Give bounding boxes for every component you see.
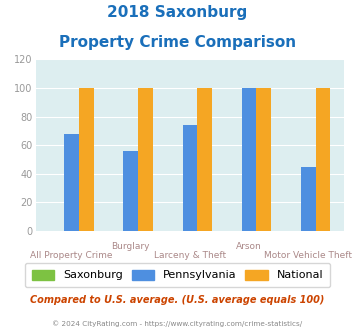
Legend: Saxonburg, Pennsylvania, National: Saxonburg, Pennsylvania, National: [25, 263, 330, 287]
Text: Larceny & Theft: Larceny & Theft: [154, 251, 226, 260]
Text: Motor Vehicle Theft: Motor Vehicle Theft: [264, 251, 352, 260]
Bar: [182, 125, 197, 231]
Text: Compared to U.S. average. (U.S. average equals 100): Compared to U.S. average. (U.S. average …: [30, 295, 325, 305]
Bar: [316, 88, 330, 231]
Bar: [124, 151, 138, 231]
Bar: [138, 88, 153, 231]
Text: All Property Crime: All Property Crime: [31, 251, 113, 260]
Text: Property Crime Comparison: Property Crime Comparison: [59, 35, 296, 50]
Bar: [301, 167, 316, 231]
Text: © 2024 CityRating.com - https://www.cityrating.com/crime-statistics/: © 2024 CityRating.com - https://www.city…: [53, 320, 302, 327]
Bar: [256, 88, 271, 231]
Bar: [242, 88, 256, 231]
Bar: [64, 134, 79, 231]
Text: Burglary: Burglary: [111, 243, 150, 251]
Bar: [79, 88, 94, 231]
Text: 2018 Saxonburg: 2018 Saxonburg: [107, 5, 248, 20]
Bar: [197, 88, 212, 231]
Text: Arson: Arson: [236, 243, 262, 251]
